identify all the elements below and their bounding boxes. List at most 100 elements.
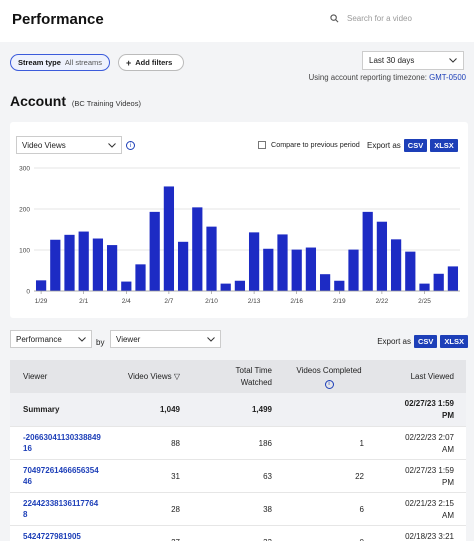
y-tick-label: 200 <box>19 207 30 214</box>
bar <box>319 274 331 291</box>
videos-completed-value: 22 <box>355 472 364 481</box>
add-filters-label: Add filters <box>135 58 173 67</box>
table-row[interactable]: 224423381361177648 28 38 6 02/21/23 2:15… <box>10 492 466 525</box>
chevron-down-icon <box>449 58 457 63</box>
chevron-down-icon <box>108 142 116 148</box>
bar <box>277 234 288 291</box>
timezone-note: Using account reporting timezone: GMT-05… <box>309 73 466 82</box>
by-label: by <box>96 338 105 347</box>
viewer-table: Viewer Video Views ▽ Total Time Watched … <box>10 360 466 541</box>
timezone-link[interactable]: GMT-0500 <box>429 73 466 82</box>
col-video-views[interactable]: Video Views ▽ <box>120 372 180 381</box>
date-range-select[interactable]: Last 30 days <box>362 51 464 70</box>
group-value: Performance <box>16 334 62 344</box>
bar <box>390 239 402 291</box>
metric-select[interactable]: Video Views <box>16 136 122 154</box>
info-icon[interactable]: i <box>126 141 135 150</box>
account-title: Account <box>10 93 66 109</box>
x-tick-label: 2/4 <box>122 298 131 305</box>
table-controls: Performance by Viewer Export as CSV XLSX <box>10 330 468 352</box>
search-icon <box>330 14 339 23</box>
add-filters-button[interactable]: + Add filters <box>118 54 184 71</box>
export-label: Export as <box>367 141 401 150</box>
compare-toggle[interactable]: Compare to previous period <box>258 140 360 149</box>
group-select[interactable]: Performance <box>10 330 92 348</box>
bar <box>248 232 260 291</box>
export-csv-button[interactable]: CSV <box>413 335 438 348</box>
x-tick-label: 2/13 <box>248 298 261 305</box>
bar <box>177 241 189 291</box>
videos-completed-value: 1 <box>359 439 364 448</box>
col-viewer[interactable]: Viewer <box>23 372 48 381</box>
bar <box>106 245 118 291</box>
bar <box>163 186 175 291</box>
y-tick-label: 0 <box>26 289 30 296</box>
bar <box>149 211 160 291</box>
table-body: -2066304113033884916 88 186 1 02/22/23 2… <box>10 426 466 541</box>
video-views-value: 27 <box>120 538 180 541</box>
search-placeholder[interactable]: Search for a video <box>347 14 412 23</box>
viewer-id-link[interactable]: 5424727981905 <box>23 532 81 541</box>
bar <box>78 231 89 291</box>
x-tick-label: 2/22 <box>376 298 389 305</box>
bar <box>405 251 416 291</box>
chevron-down-icon <box>78 336 86 342</box>
videos-completed-value: 6 <box>359 505 364 514</box>
sort-down-icon: ▽ <box>173 372 180 381</box>
compare-label: Compare to previous period <box>271 140 360 149</box>
viewer-id-link[interactable]: 224423381361177648 <box>23 499 99 519</box>
col-video-views-label: Video Views <box>127 372 172 381</box>
stream-type-filter[interactable]: Stream type All streams <box>10 54 110 71</box>
bar <box>192 207 203 291</box>
bar <box>433 273 444 291</box>
video-views-value: 88 <box>171 439 180 448</box>
viewer-id-link[interactable]: -2066304113033884916 <box>23 433 101 453</box>
export-xlsx-button[interactable]: XLSX <box>440 335 468 348</box>
summary-video-views: 1,049 <box>159 405 180 414</box>
col-last-viewed[interactable]: Last Viewed <box>410 372 454 381</box>
x-tick-label: 2/7 <box>164 298 173 305</box>
bar <box>348 249 359 291</box>
compare-checkbox[interactable] <box>258 140 266 149</box>
top-bar: Performance Search for a video <box>0 0 474 42</box>
export-xlsx-button[interactable]: XLSX <box>430 139 458 152</box>
bar <box>121 281 132 291</box>
bar <box>135 264 146 291</box>
summary-total-time: 1,499 <box>251 405 272 414</box>
date-range-value: Last 30 days <box>369 56 415 65</box>
bar <box>64 234 75 291</box>
col-total-time[interactable]: Total Time Watched <box>235 366 272 387</box>
bar <box>263 248 274 291</box>
bar <box>376 221 388 291</box>
bar <box>50 239 61 291</box>
bar <box>234 280 246 291</box>
x-tick-label: 2/1 <box>79 298 88 305</box>
info-icon[interactable]: i <box>324 380 334 389</box>
y-tick-label: 300 <box>19 166 30 173</box>
last-viewed-value: 02/18/23 3:21 AM <box>405 532 454 541</box>
timezone-text: Using account reporting timezone: <box>308 73 427 82</box>
viewer-id-link[interactable]: 7049726146665635446 <box>23 466 99 486</box>
total-time-value: 63 <box>263 472 272 481</box>
bar <box>305 247 317 291</box>
table-row[interactable]: -2066304113033884916 88 186 1 02/22/23 2… <box>10 426 466 459</box>
table-row[interactable]: 5424727981905 27 33 0 02/18/23 3:21 AM <box>10 525 466 541</box>
bar <box>291 249 302 291</box>
last-viewed-value: 02/27/23 1:59 PM <box>405 466 454 487</box>
x-tick-label: 2/16 <box>290 298 303 305</box>
x-tick-label: 2/10 <box>205 298 218 305</box>
dimension-select[interactable]: Viewer <box>110 330 221 348</box>
summary-label: Summary <box>23 405 60 414</box>
table-row[interactable]: 7049726146665635446 31 63 22 02/27/23 1:… <box>10 459 466 492</box>
export-csv-button[interactable]: CSV <box>403 139 428 152</box>
bar <box>447 266 459 291</box>
col-videos-completed[interactable]: Videos Completed i <box>294 365 364 389</box>
last-viewed-value: 02/22/23 2:07 AM <box>405 433 454 454</box>
account-subtitle: (BC Training Videos) <box>71 99 141 108</box>
summary-last-viewed: 02/27/23 1:59 PM <box>404 399 454 420</box>
summary-row: Summary 1,049 1,499 02/27/23 1:59 PM <box>10 393 466 426</box>
bar <box>334 280 345 291</box>
total-time-value: 186 <box>258 439 272 448</box>
search-box[interactable]: Search for a video <box>330 14 412 23</box>
page-title: Performance <box>12 11 104 28</box>
